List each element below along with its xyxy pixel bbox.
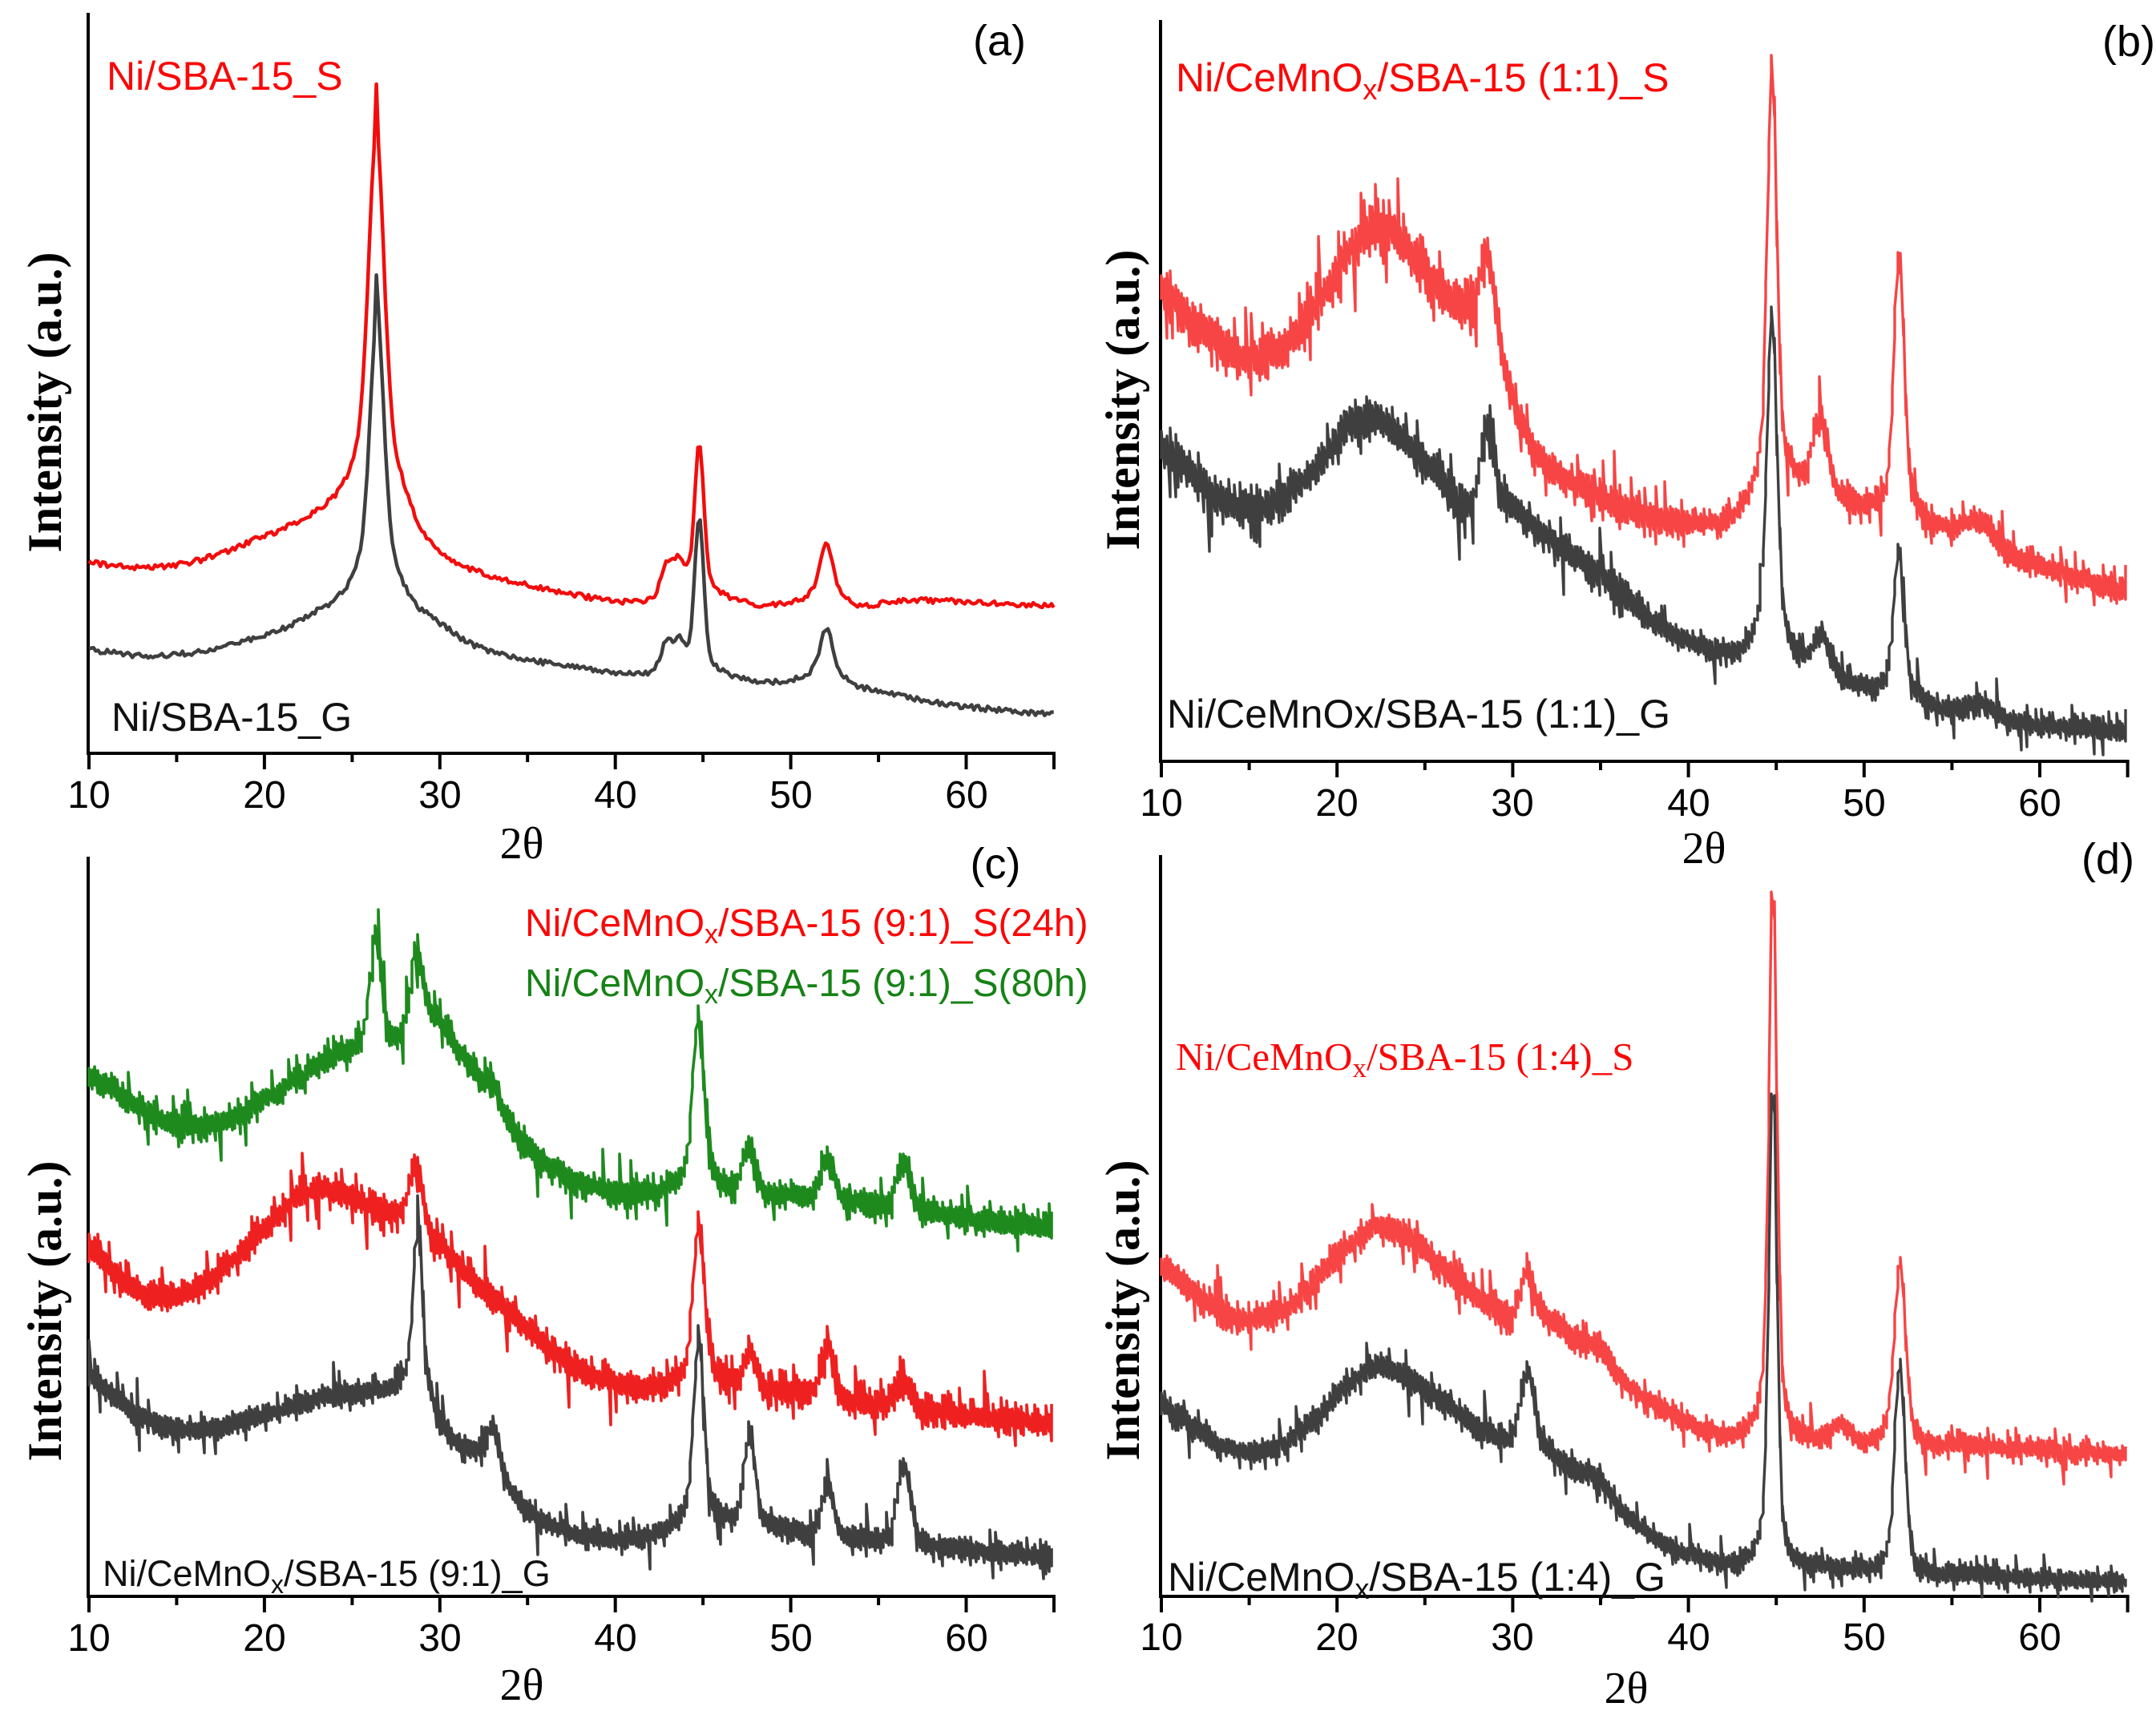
svg-text:40: 40 [1667, 1616, 1710, 1659]
svg-text:Intensity (a.u.): Intensity (a.u.) [18, 252, 71, 552]
svg-text:Ni/CeMnOx/SBA-15 (1:4)_G: Ni/CeMnOx/SBA-15 (1:4)_G [1168, 1555, 1665, 1605]
svg-text:10: 10 [67, 774, 110, 817]
svg-text:Ni/SBA-15_S: Ni/SBA-15_S [107, 54, 343, 99]
svg-text:30: 30 [418, 774, 461, 817]
svg-text:2θ: 2θ [500, 819, 544, 869]
svg-text:2θ: 2θ [1682, 824, 1726, 874]
svg-text:(d): (d) [2081, 835, 2134, 883]
svg-text:20: 20 [1315, 1616, 1358, 1659]
svg-text:Ni/CeMnOx/SBA-15 (9:1)_S(80h): Ni/CeMnOx/SBA-15 (9:1)_S(80h) [525, 962, 1088, 1010]
svg-text:30: 30 [1491, 782, 1533, 825]
svg-text:20: 20 [243, 1617, 285, 1660]
svg-text:50: 50 [1843, 1616, 1885, 1659]
svg-text:(c): (c) [971, 840, 1021, 888]
svg-text:10: 10 [1140, 1616, 1182, 1659]
svg-text:30: 30 [418, 1617, 461, 1660]
svg-text:20: 20 [243, 774, 285, 817]
svg-text:40: 40 [594, 774, 636, 817]
svg-text:50: 50 [1843, 782, 1885, 825]
svg-text:Intensity (a.u.): Intensity (a.u.) [1096, 249, 1149, 550]
svg-text:30: 30 [1491, 1616, 1533, 1659]
svg-text:Ni/CeMnOx/SBA-15 (1:4)_S: Ni/CeMnOx/SBA-15 (1:4)_S [1176, 1035, 1634, 1083]
svg-text:2θ: 2θ [1605, 1664, 1649, 1713]
svg-text:(b): (b) [2102, 18, 2155, 66]
svg-text:Ni/CeMnOx/SBA-15 (9:1)_G: Ni/CeMnOx/SBA-15 (9:1)_G [103, 1553, 551, 1599]
svg-text:60: 60 [2018, 1616, 2061, 1659]
svg-text:(a): (a) [973, 17, 1026, 65]
svg-text:60: 60 [945, 774, 987, 817]
svg-text:40: 40 [594, 1617, 636, 1660]
svg-text:2θ: 2θ [500, 1660, 544, 1710]
svg-text:60: 60 [945, 1617, 987, 1660]
svg-text:Ni/CeMnOx/SBA-15 (1:1)_S: Ni/CeMnOx/SBA-15 (1:1)_S [1176, 55, 1669, 106]
svg-text:Intensity (a.u.): Intensity (a.u.) [18, 1160, 71, 1461]
svg-text:40: 40 [1667, 782, 1710, 825]
svg-text:60: 60 [2018, 782, 2061, 825]
svg-text:Ni/CeMnOx/SBA-15 (1:1)_G: Ni/CeMnOx/SBA-15 (1:1)_G [1167, 692, 1670, 736]
svg-text:Ni/CeMnOx/SBA-15 (9:1)_S(24h): Ni/CeMnOx/SBA-15 (9:1)_S(24h) [525, 902, 1088, 950]
svg-text:20: 20 [1315, 782, 1358, 825]
svg-text:Ni/SBA-15_G: Ni/SBA-15_G [111, 695, 352, 740]
svg-text:10: 10 [67, 1617, 110, 1660]
svg-text:50: 50 [769, 1617, 812, 1660]
svg-text:50: 50 [769, 774, 812, 817]
svg-text:10: 10 [1140, 782, 1182, 825]
svg-text:Intensity (a.u.): Intensity (a.u.) [1096, 1160, 1149, 1460]
